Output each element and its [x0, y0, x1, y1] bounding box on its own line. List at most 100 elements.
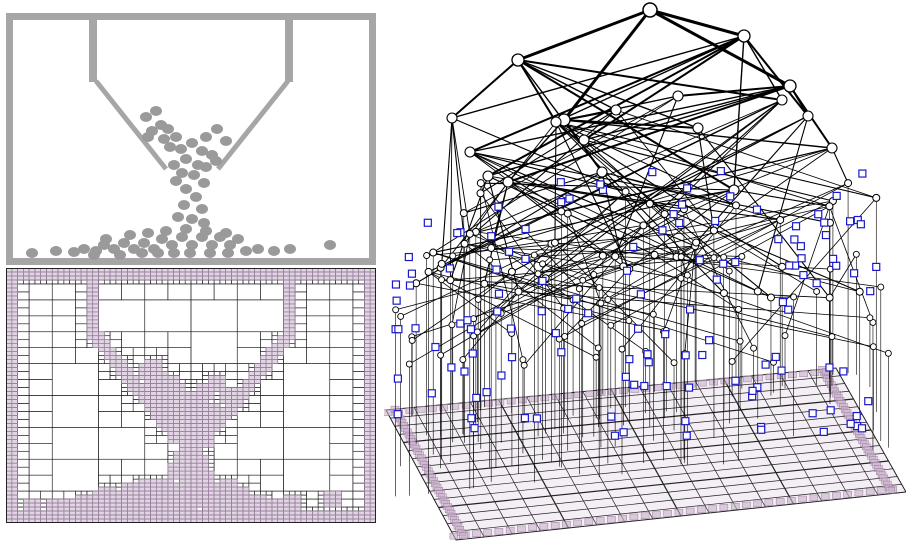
occupied-cell [179, 494, 186, 500]
occupied-cell [156, 375, 163, 380]
tree-edge [517, 59, 557, 123]
quadtree-cell [109, 474, 122, 484]
occupied-cell [323, 514, 331, 520]
quadtree-cell [98, 482, 105, 488]
quadtree-cell [306, 347, 331, 364]
quadtree-cell [300, 498, 307, 504]
quadtree-cell [265, 371, 273, 376]
leaf-marker [681, 417, 690, 426]
leaf-marker [719, 259, 728, 268]
occupied-cell [144, 482, 151, 488]
occupied-cell [86, 307, 94, 313]
quadtree-cell [352, 323, 365, 333]
leaf-marker [456, 319, 465, 328]
ground-cell [459, 532, 468, 540]
quadtree-cell [17, 435, 30, 444]
ground-cell [730, 502, 740, 510]
occupied-cell [92, 327, 99, 333]
occupied-cell [335, 498, 342, 504]
occupied-cell [150, 367, 157, 372]
occupied-cell [150, 391, 157, 396]
occupied-cell [329, 514, 336, 520]
occupied-cell [196, 478, 203, 484]
tree-node [474, 295, 482, 303]
occupied-cell [277, 275, 284, 281]
occupied-cell [288, 327, 296, 333]
occupied-cell [127, 502, 134, 508]
ground-cell [698, 379, 707, 387]
quadtree-cell [17, 379, 30, 388]
quadtree-cell [329, 283, 354, 301]
occupied-cell [364, 443, 371, 448]
occupied-cell [11, 283, 18, 289]
occupied-cell [208, 514, 215, 520]
quadtree-cell [28, 395, 53, 412]
occupied-cell [283, 283, 290, 289]
tree-node [639, 221, 648, 230]
quadtree-cell [213, 279, 221, 285]
occupied-cell [283, 339, 290, 345]
particle [268, 246, 280, 256]
occupied-cell [132, 494, 140, 500]
quadtree-cell [69, 279, 76, 285]
occupied-cell [109, 506, 117, 512]
quadtree-cell [341, 279, 348, 285]
quadtree-cell [17, 371, 30, 380]
occupied-cell [156, 423, 163, 428]
quadtree-cell [144, 347, 157, 356]
particle [50, 246, 62, 256]
quadtree-cell [219, 371, 226, 376]
occupied-cell [213, 411, 221, 416]
occupied-cell [150, 363, 157, 368]
occupied-cell [352, 510, 359, 516]
occupied-cell [208, 395, 215, 400]
occupied-cell [150, 498, 157, 504]
tree-node [710, 254, 718, 262]
leaf-marker [839, 367, 848, 376]
occupied-cell [115, 363, 122, 368]
quadtree-cell [127, 355, 134, 360]
leaf-marker [466, 325, 476, 334]
particle [136, 248, 148, 258]
occupied-cell [150, 482, 157, 488]
quadtree-cell [161, 363, 169, 368]
occupied-cell [190, 411, 198, 416]
occupied-cell [352, 275, 359, 281]
occupied-cell [57, 506, 65, 512]
occupied-cell [225, 498, 232, 504]
occupied-cell [132, 502, 140, 508]
occupied-cell [202, 391, 209, 396]
occupied-cell [121, 486, 128, 492]
occupied-cell [271, 498, 279, 504]
occupied-cell [179, 482, 186, 488]
occupied-cell [288, 506, 296, 512]
occupied-cell [225, 502, 232, 508]
tree-edge [395, 255, 603, 311]
occupied-cell [138, 375, 146, 380]
quadtree-cell [190, 283, 215, 301]
occupied-cell [121, 498, 128, 504]
tree-edge [433, 189, 735, 254]
occupied-cell [11, 343, 18, 348]
occupied-cell [208, 271, 215, 277]
quadtree-cell [28, 299, 53, 317]
leaf-marker [630, 380, 639, 389]
occupied-cell [364, 427, 371, 432]
occupied-cell [184, 454, 192, 460]
occupied-cell [92, 275, 99, 281]
particle [172, 212, 184, 222]
tree-node [692, 122, 704, 134]
occupied-cell [23, 510, 30, 516]
ground-cell [405, 407, 415, 414]
occupied-cell [225, 271, 232, 277]
quadtree-cell [138, 474, 146, 480]
occupied-cell [173, 514, 180, 520]
quadtree-cell [167, 347, 192, 364]
occupied-cell [138, 510, 146, 516]
occupied-cell [161, 411, 169, 416]
quadtree-cell [98, 371, 111, 380]
ground-cell [753, 500, 762, 508]
leaf-marker [832, 261, 841, 270]
occupied-cell [242, 271, 250, 277]
occupied-cell [202, 502, 209, 508]
